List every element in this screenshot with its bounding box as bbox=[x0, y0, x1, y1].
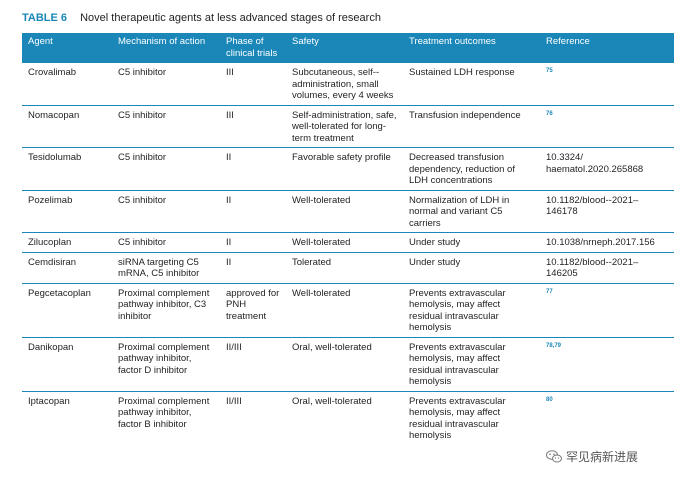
wechat-icon bbox=[546, 450, 562, 463]
table-row: Nomacopan C5 inhibitor III Self-administrat… bbox=[22, 105, 674, 148]
cell-phase: II bbox=[220, 190, 286, 233]
watermark: 罕见病新进展 bbox=[546, 448, 638, 465]
cell-outcomes: Sustained LDH response bbox=[403, 63, 540, 106]
cell-agent: Danikopan bbox=[22, 337, 112, 392]
table-row: Crovalimab C5 inhibitor III Subcutaneous, s… bbox=[22, 63, 674, 106]
cell-reference: 10.1182/blood--2021–146178 bbox=[540, 190, 674, 233]
header-mechanism: Mechanism of action bbox=[112, 33, 220, 63]
cell-outcomes: Decreased transfusion dependency, reduct… bbox=[403, 147, 540, 191]
cell-safety: Well-tolerated bbox=[286, 232, 403, 253]
reference-superscript: 80 bbox=[546, 396, 553, 403]
reference-superscript: 76 bbox=[546, 110, 553, 117]
cell-reference: 78,79 bbox=[540, 337, 674, 392]
cell-reference: 10.1038/nrneph.2017.156 bbox=[540, 232, 674, 253]
cell-safety: Subcutaneous, self--administration, smal… bbox=[286, 63, 403, 106]
cell-phase: II/III bbox=[220, 337, 286, 392]
cell-mechanism: C5 inhibitor bbox=[112, 105, 220, 148]
header-reference: Reference bbox=[540, 33, 674, 63]
cell-outcomes: Prevents extravascular hemolysis, may af… bbox=[403, 283, 540, 338]
table-row: Iptacopan Proximal complement pathway inh… bbox=[22, 391, 674, 445]
cell-agent: Pegcetacoplan bbox=[22, 283, 112, 338]
table-row: Zilucoplan C5 inhibitor II Well-tolerated Un… bbox=[22, 232, 674, 253]
cell-agent: Iptacopan bbox=[28, 395, 70, 407]
cell-phase: approved for PNH treatment bbox=[220, 283, 286, 338]
header-outcomes: Treatment outcomes bbox=[403, 33, 540, 63]
cell-safety: Well-tolerated bbox=[286, 190, 403, 233]
cell-agent: Nomacopan bbox=[22, 105, 112, 148]
cell-mechanism: C5 inhibitor bbox=[112, 232, 220, 253]
cell-phase: II/III bbox=[226, 395, 242, 407]
table-caption: TABLE 6 Novel therapeutic agents at less… bbox=[22, 12, 381, 24]
header-safety: Safety bbox=[286, 33, 403, 63]
table-row: Danikopan Proximal complement pathway inh… bbox=[22, 337, 674, 392]
cell-outcomes: Transfusion independence bbox=[403, 105, 540, 148]
header-agent: Agent bbox=[22, 33, 112, 63]
cell-reference: 75 bbox=[540, 63, 674, 106]
cell-agent: Cemdisiran bbox=[22, 252, 112, 284]
cell-outcomes: Normalization of LDH in normal and varia… bbox=[403, 190, 540, 233]
watermark-text: 罕见病新进展 bbox=[566, 450, 639, 464]
cell-safety: Favorable safety profile bbox=[286, 147, 403, 191]
cell-reference: 76 bbox=[540, 105, 674, 148]
cell-mechanism: C5 inhibitor bbox=[112, 63, 220, 106]
cell-phase: III bbox=[220, 105, 286, 148]
cell-reference: 77 bbox=[540, 283, 674, 338]
table-label: TABLE 6 bbox=[22, 12, 68, 24]
table-header-row: Agent Mechanism of action Phase of clini… bbox=[22, 33, 674, 63]
cell-agent: Crovalimab bbox=[22, 63, 112, 106]
table-row: Cemdisiran siRNA targeting C5 mRNA, C5 in… bbox=[22, 252, 674, 284]
reference-superscript: 78,79 bbox=[546, 342, 562, 349]
cell-mechanism: Proximal complement pathway inhibitor, f… bbox=[112, 337, 220, 392]
cell-phase: II bbox=[220, 232, 286, 253]
cell-reference: 80 bbox=[540, 391, 674, 445]
table-title: Novel therapeutic agents at less advance… bbox=[80, 12, 381, 24]
reference-superscript: 75 bbox=[546, 68, 553, 74]
table-row: Pozelimab C5 inhibitor II Well-tolerated Nor… bbox=[22, 190, 674, 233]
cell-outcomes: Under study bbox=[403, 252, 540, 284]
cell-outcomes: Prevents extravascular hemolysis, may af… bbox=[409, 395, 506, 442]
cell-safety: Self-administration, safe, well-tolerate… bbox=[286, 105, 403, 148]
cell-agent: Pozelimab bbox=[22, 190, 112, 233]
cell-mechanism: C5 inhibitor bbox=[112, 190, 220, 233]
cell-safety: Tolerated bbox=[286, 252, 403, 284]
cell-safety: Oral, well-tolerated bbox=[286, 337, 403, 392]
cell-phase: II bbox=[220, 252, 286, 284]
table-row: Pegcetacoplan Proximal complement pathway… bbox=[22, 283, 674, 338]
header-phase: Phase of clinical trials bbox=[220, 33, 286, 63]
cell-outcomes: Under study bbox=[403, 232, 540, 253]
cell-reference: 10.3324/ haematol.2020.265868 bbox=[540, 147, 674, 191]
reference-superscript: 77 bbox=[546, 288, 553, 295]
cell-mechanism: C5 inhibitor bbox=[112, 147, 220, 191]
cell-mechanism: siRNA targeting C5 mRNA, C5 inhibitor bbox=[112, 252, 220, 284]
cell-phase: III bbox=[220, 63, 286, 106]
therapeutic-agents-table: Agent Mechanism of action Phase of clini… bbox=[22, 33, 674, 445]
cell-reference: 10.1182/blood--2021–146205 bbox=[540, 252, 674, 284]
cell-safety: Well-tolerated bbox=[286, 283, 403, 338]
cell-mechanism: Proximal complement pathway inhibitor, f… bbox=[118, 395, 210, 430]
cell-outcomes: Prevents extravascular hemolysis, may af… bbox=[403, 337, 540, 392]
cell-safety: Oral, well-tolerated bbox=[292, 395, 372, 407]
cell-phase: II bbox=[220, 147, 286, 191]
cell-agent: Tesidolumab bbox=[22, 147, 112, 191]
table-row: Tesidolumab C5 inhibitor II Favorable safet… bbox=[22, 147, 674, 191]
cell-agent: Zilucoplan bbox=[22, 232, 112, 253]
cell-mechanism: Proximal complement pathway inhibitor, C… bbox=[112, 283, 220, 338]
